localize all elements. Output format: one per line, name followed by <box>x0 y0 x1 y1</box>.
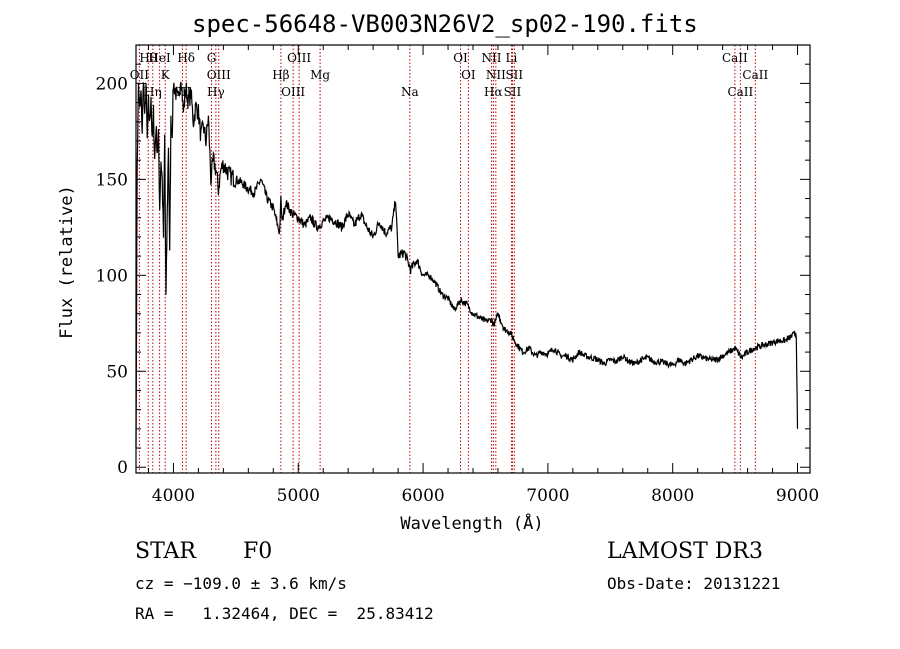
spectrum-line <box>135 81 799 449</box>
obs-date: Obs-Date: 20131221 <box>607 574 781 593</box>
line-marker-label: CaII <box>722 51 748 65</box>
x-tick-label: 8000 <box>651 486 694 506</box>
line-marker-label: OI <box>461 68 476 82</box>
y-tick-label: 100 <box>96 266 128 286</box>
x-tick-label: 7000 <box>526 486 569 506</box>
line-marker-label: Hβ <box>272 68 289 82</box>
line-marker-label: G <box>207 51 217 65</box>
line-marker-label: OIII <box>281 85 305 99</box>
line-marker-label: Hδ <box>177 51 195 65</box>
line-marker-label: Hθ <box>139 51 157 65</box>
line-marker-label: CaII <box>727 85 753 99</box>
y-tick-label: 0 <box>117 458 128 478</box>
line-marker-label: Li <box>506 51 518 65</box>
y-tick-label: 50 <box>106 362 128 382</box>
line-marker-label: OIII <box>287 51 311 65</box>
x-tick-label: 6000 <box>401 486 444 506</box>
line-marker-label: Mg <box>310 68 330 82</box>
plot-frame <box>135 44 811 474</box>
object-subclass: F0 <box>243 539 273 564</box>
line-marker-labels: HθOIIHηHeIKSIIHδOIIIHγGHβOIIIOIIIMgNaOIO… <box>130 51 769 99</box>
x-tick-label: 5000 <box>277 486 320 506</box>
line-marker-label: SII <box>504 85 522 99</box>
line-marker-label: OIII <box>207 68 231 82</box>
line-marker-label: CaII <box>742 68 768 82</box>
axis-ticks <box>136 44 810 473</box>
object-type: STAR <box>135 539 196 564</box>
line-marker-label: Hγ <box>207 85 225 99</box>
cz-value: cz = −109.0 ± 3.6 km/s <box>135 574 347 593</box>
x-axis-label: Wavelength (Å) <box>400 512 543 534</box>
x-tick-labels: 4000 5000 6000 7000 8000 9000 <box>152 486 819 506</box>
line-markers <box>138 45 756 473</box>
x-tick-label: 4000 <box>152 486 195 506</box>
coordinates: RA = 1.32464, DEC = 25.83412 <box>135 604 434 623</box>
y-axis-label: Flux (relative) <box>57 185 77 339</box>
y-tick-label: 150 <box>96 170 128 190</box>
line-marker-label: Hα <box>484 85 503 99</box>
chart-title: spec-56648-VB003N26V2_sp02-190.fits <box>192 10 698 38</box>
survey-name: LAMOST DR3 <box>607 539 763 564</box>
line-marker-label: NII <box>486 68 506 82</box>
line-marker-label: HeI <box>148 51 171 65</box>
line-marker-label: Na <box>401 85 419 99</box>
y-tick-label: 200 <box>96 74 128 94</box>
x-tick-label: 9000 <box>776 486 819 506</box>
y-tick-labels: 0 50 100 150 200 <box>96 74 128 478</box>
line-marker-label: NII <box>481 51 501 65</box>
line-marker-label: SII <box>505 68 523 82</box>
line-marker-label: OI <box>453 51 468 65</box>
line-marker-label: K <box>161 68 171 82</box>
line-marker-label: OII <box>130 68 150 82</box>
